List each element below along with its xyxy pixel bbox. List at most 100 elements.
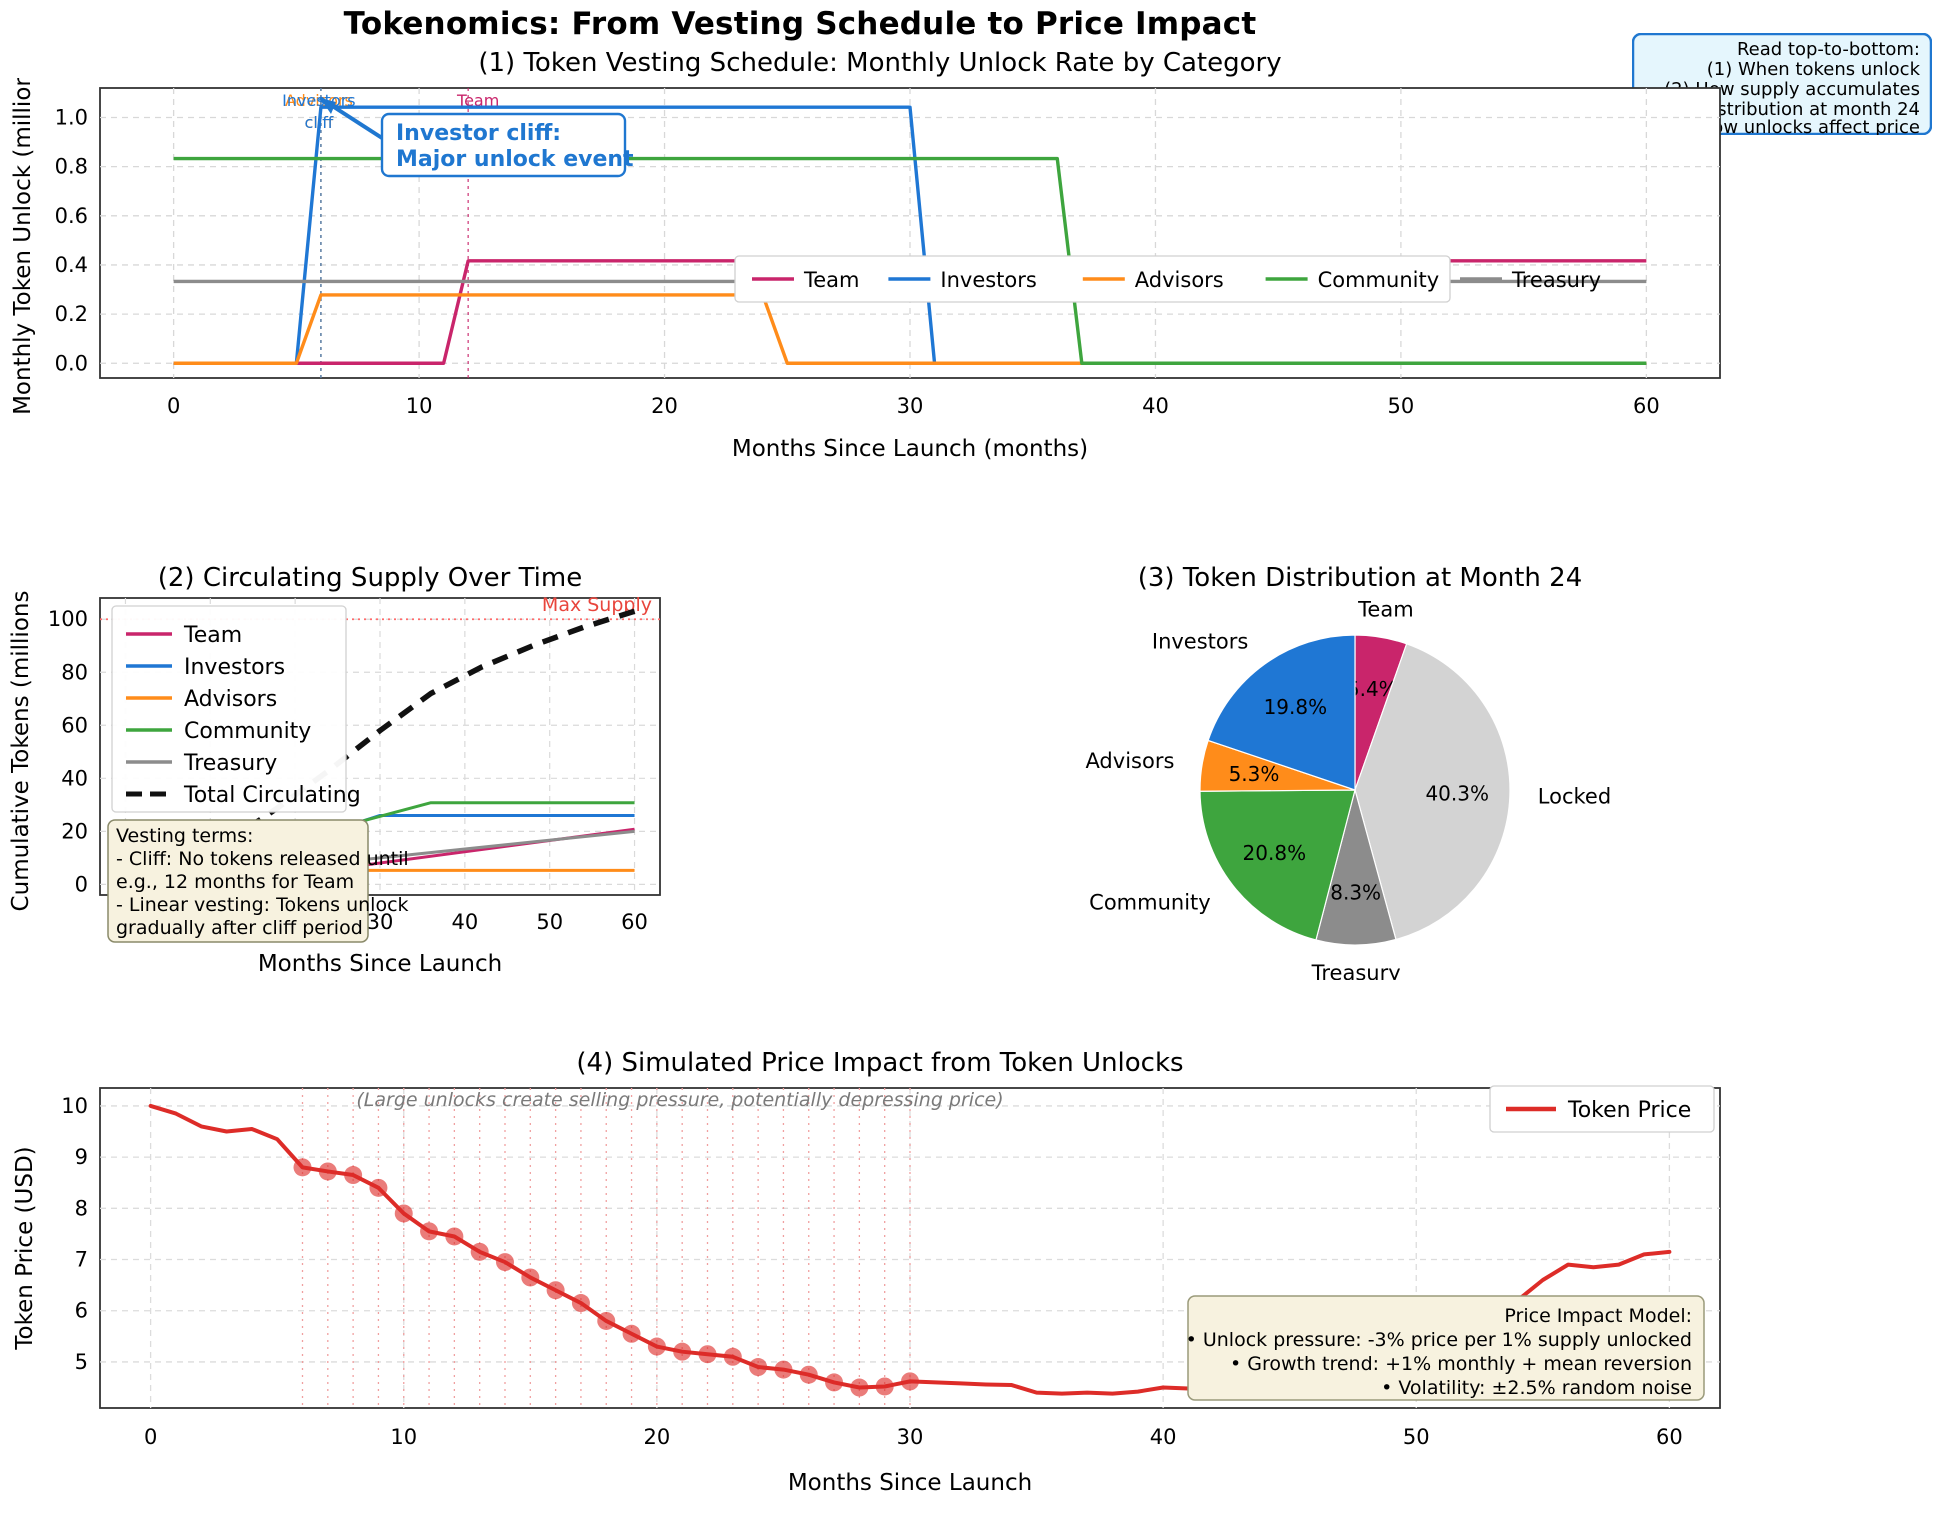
- terms-line-5: gradually after cliff period: [116, 917, 363, 939]
- terms-line-3: e.g., 12 months for Team: [116, 871, 354, 893]
- pie-pct-community: 20.8%: [1243, 841, 1307, 865]
- panel1-xtick: 30: [897, 394, 924, 418]
- legend-label: Token Price: [1567, 1098, 1691, 1123]
- unlock-marker[interactable]: [673, 1342, 692, 1361]
- panel1-ytick: 1.0: [55, 105, 88, 129]
- unlock-marker[interactable]: [597, 1311, 616, 1330]
- panel4-ytick: 10: [61, 1094, 88, 1118]
- pie-pct-advisors: 5.3%: [1229, 762, 1280, 786]
- legend-label: Treasury: [1511, 268, 1601, 292]
- pie-pct-locked: 40.3%: [1425, 782, 1489, 806]
- pie-slice-locked[interactable]: [1354, 643, 1511, 941]
- pie-pct-treasury: 8.3%: [1330, 880, 1381, 904]
- panel1-xtick: 0: [167, 394, 180, 418]
- pie-slice-community[interactable]: [1199, 789, 1356, 941]
- panel1-annotation: Investor cliff:Major unlock event: [318, 96, 634, 178]
- panel4-legend[interactable]: Token Price: [1489, 1085, 1715, 1133]
- unlock-marker[interactable]: [546, 1281, 565, 1300]
- cliff-label-top: Investors: [282, 91, 355, 110]
- annotation-line-2: Major unlock event: [396, 147, 634, 172]
- annotation-box: [380, 112, 627, 178]
- unlock-marker[interactable]: [318, 1162, 337, 1181]
- guide-line-4: (3) Distribution at month 24: [1667, 99, 1920, 120]
- legend-label: Treasury: [183, 751, 277, 776]
- panel2-legend[interactable]: Team Investors Advisors Community Treasury To…: [111, 605, 361, 813]
- panel1-ytick: 0.0: [55, 351, 88, 375]
- unlock-marker[interactable]: [496, 1253, 514, 1272]
- legend-label: Advisors: [1135, 268, 1224, 292]
- unlock-marker[interactable]: [445, 1227, 464, 1246]
- panel4-ytick: 6: [75, 1299, 88, 1323]
- pie-slice-investors[interactable]: [1207, 634, 1356, 791]
- panel4-note: (Large unlocks create selling pressure, …: [356, 1089, 1003, 1111]
- panel2-xtick: 30: [367, 910, 394, 934]
- unlock-marker[interactable]: [647, 1337, 666, 1356]
- max-supply-label: Max Supply: [542, 594, 652, 616]
- model-line-2: • Growth trend: +1% monthly + mean rever…: [1230, 1353, 1692, 1375]
- panel1-xlabel: Months Since Launch (months): [732, 436, 1088, 462]
- guide-line-3: (2) How supply accumulates: [1664, 79, 1920, 100]
- panel4-xtick: 60: [1656, 1425, 1683, 1449]
- legend-label: Community: [184, 719, 311, 744]
- cliff-label-top: Advisors: [285, 91, 353, 110]
- unlock-marker[interactable]: [825, 1373, 844, 1392]
- unlock-marker[interactable]: [850, 1378, 869, 1397]
- legend-label: Team: [183, 623, 242, 648]
- guide-line-2: (1) When tokens unlock: [1707, 59, 1921, 80]
- terms-line-2: - Cliff: No tokens released until: [116, 848, 409, 870]
- unlock-marker[interactable]: [875, 1377, 894, 1396]
- guide-line-1: Read top-to-bottom:: [1737, 39, 1920, 60]
- annotation-arrowhead: [320, 98, 336, 114]
- legend-label: Team: [803, 268, 860, 292]
- unlock-marker[interactable]: [470, 1242, 489, 1261]
- panel3-chart[interactable]: 5.4% Team 40.3% Locked 8.3% Treasury 20.8% Comm…: [1000, 590, 1720, 980]
- legend-label: Investors: [184, 655, 285, 680]
- unlock-marker[interactable]: [571, 1294, 590, 1313]
- unlock-marker[interactable]: [521, 1268, 540, 1287]
- unlock-marker[interactable]: [698, 1345, 717, 1364]
- panel1-chart[interactable]: 0.0 0.2 0.4 0.6 0.8 1.0 0 10 20 30 40 50 60 Advisors c…: [0, 78, 1760, 498]
- panel1-xtick: 50: [1388, 394, 1415, 418]
- unlock-marker[interactable]: [394, 1204, 413, 1223]
- unlock-marker[interactable]: [799, 1365, 818, 1384]
- panel1-legend[interactable]: Team Investors Advisors Community Treasury: [734, 255, 1601, 303]
- panel4-xtick: 10: [390, 1425, 417, 1449]
- legend-label: Community: [1318, 268, 1440, 292]
- model-line-0: Price Impact Model:: [1504, 1305, 1692, 1327]
- price-model-box: Price Impact Model:• Unlock pressure: -3…: [1186, 1295, 1705, 1401]
- pie-label-treasury: Treasury: [1311, 961, 1401, 980]
- model-box-bg: [1187, 1295, 1705, 1401]
- pie-label-locked: Locked: [1538, 785, 1611, 809]
- pie-label-advisors: Advisors: [1085, 749, 1174, 773]
- unlock-marker[interactable]: [420, 1222, 439, 1241]
- panel2-title: (2) Circulating Supply Over Time: [157, 563, 583, 593]
- guide-line-5: (4) How unlocks affect price: [1668, 117, 1920, 135]
- unlock-marker[interactable]: [369, 1178, 388, 1197]
- legend-label: Advisors: [184, 687, 277, 712]
- panel4-xtick: 20: [644, 1425, 671, 1449]
- panel2-xtick: 50: [536, 910, 563, 934]
- unlock-marker[interactable]: [723, 1347, 742, 1366]
- panel1-xtick: 40: [1142, 394, 1169, 418]
- unlock-marker[interactable]: [622, 1324, 641, 1343]
- model-line-1: • Unlock pressure: -3% price per 1% supp…: [1186, 1329, 1692, 1351]
- panel1-xtick: 10: [406, 394, 433, 418]
- unlock-marker[interactable]: [293, 1158, 312, 1177]
- panel4-chart[interactable]: 5 6 7 8 9 10 0 10 20 30 40 50 60 (Large unlocks creat…: [0, 1078, 1760, 1518]
- panel4-xtick: 50: [1403, 1425, 1430, 1449]
- legend-bg: [1489, 1085, 1715, 1133]
- panel1-ytick: 0.2: [55, 302, 88, 326]
- pie-label-community: Community: [1089, 890, 1211, 914]
- unlock-marker[interactable]: [344, 1166, 363, 1185]
- panel2-xtick: 60: [621, 910, 648, 934]
- panel2-ytick: 40: [61, 766, 88, 790]
- panel2-chart[interactable]: 0204060801000102030405060Max SupplyTeamI…: [0, 590, 700, 1040]
- panel2-ytick: 100: [48, 607, 88, 631]
- terms-box-bg: [107, 819, 369, 943]
- unlock-marker[interactable]: [749, 1358, 768, 1377]
- terms-line-1: Vesting terms:: [116, 825, 253, 847]
- panel4-xtick: 40: [1150, 1425, 1177, 1449]
- unlock-marker[interactable]: [901, 1372, 919, 1391]
- unlock-marker[interactable]: [774, 1360, 793, 1379]
- pie-label-investors: Investors: [1152, 629, 1248, 653]
